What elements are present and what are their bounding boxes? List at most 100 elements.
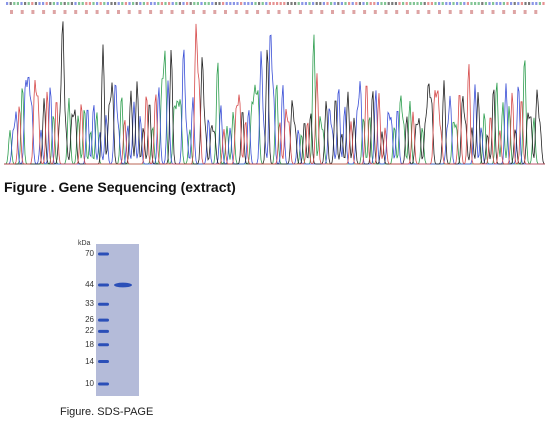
base-call-mark — [344, 2, 347, 5]
mw-label: 22 — [85, 326, 94, 336]
base-call-mark — [139, 2, 142, 5]
amino-acid-mark — [74, 10, 78, 14]
gel-bands — [98, 252, 132, 386]
marker-band — [98, 343, 109, 347]
base-call-mark — [524, 2, 527, 5]
sequencing-chromatogram — [4, 2, 545, 165]
base-call-mark — [351, 2, 354, 5]
amino-acid-mark — [52, 10, 56, 14]
amino-acid-mark — [448, 10, 452, 14]
base-call-mark — [110, 2, 113, 5]
base-call-mark — [528, 2, 531, 5]
base-call-mark — [171, 2, 174, 5]
amino-acid-mark — [170, 10, 174, 14]
base-call-mark — [99, 2, 102, 5]
base-call-mark — [348, 2, 351, 5]
marker-band — [98, 252, 109, 256]
base-call-mark — [16, 2, 19, 5]
base-call-mark — [189, 2, 192, 5]
amino-acid-mark — [245, 10, 249, 14]
base-call-mark — [502, 2, 505, 5]
base-call-mark — [265, 2, 268, 5]
base-call-mark — [456, 2, 459, 5]
base-call-mark — [488, 2, 491, 5]
base-call-mark — [409, 2, 412, 5]
base-call-mark — [294, 2, 297, 5]
base-call-mark — [96, 2, 99, 5]
base-call-mark — [135, 2, 138, 5]
amino-acid-mark — [10, 10, 13, 14]
base-call-mark — [229, 2, 232, 5]
base-call-mark — [182, 2, 185, 5]
base-call-mark — [398, 2, 401, 5]
base-call-mark — [92, 2, 95, 5]
trace-lines — [4, 21, 545, 165]
amino-acid-mark — [106, 10, 110, 14]
amino-acid-mark — [20, 10, 24, 14]
amino-acid-mark — [277, 10, 281, 14]
amino-acid-mark — [341, 10, 345, 14]
base-call-mark — [27, 2, 30, 5]
base-call-mark — [193, 2, 196, 5]
sample-band — [114, 282, 132, 288]
base-call-mark — [81, 2, 84, 5]
mw-label: 18 — [85, 339, 94, 349]
amino-acid-mark — [159, 10, 163, 14]
base-call-mark — [20, 2, 23, 5]
amino-acid-mark — [202, 10, 206, 14]
base-call-mark — [78, 2, 81, 5]
base-call-mark — [168, 2, 171, 5]
base-call-mark — [459, 2, 462, 5]
amino-acid-mark — [191, 10, 195, 14]
base-call-mark — [445, 2, 448, 5]
amino-acid-mark — [149, 10, 153, 14]
base-call-mark — [402, 2, 405, 5]
base-call-mark — [49, 2, 52, 5]
base-call-mark — [531, 2, 534, 5]
base-call-mark — [42, 2, 45, 5]
base-call-mark — [330, 2, 333, 5]
mw-label: 10 — [85, 379, 94, 388]
base-call-mark — [232, 2, 235, 5]
amino-acid-mark — [502, 10, 506, 14]
marker-band — [98, 283, 109, 287]
base-call-mark — [175, 2, 178, 5]
amino-acid-mark — [470, 10, 474, 14]
amino-acid-mark — [63, 10, 67, 14]
base-call-mark — [142, 2, 145, 5]
base-call-mark — [6, 2, 9, 5]
base-call-mark — [474, 2, 477, 5]
base-call-mark — [218, 2, 221, 5]
base-call-mark — [106, 2, 109, 5]
base-call-mark — [196, 2, 199, 5]
amino-acid-mark — [523, 10, 527, 14]
mw-label: 70 — [85, 249, 94, 258]
base-call-mark — [506, 2, 509, 5]
base-call-mark — [254, 2, 257, 5]
base-call-mark — [186, 2, 189, 5]
marker-band — [98, 329, 109, 333]
amino-acid-mark — [373, 10, 377, 14]
base-call-mark — [376, 2, 379, 5]
base-call-mark — [204, 2, 207, 5]
base-call-mark — [74, 2, 77, 5]
base-call-mark — [63, 2, 66, 5]
base-call-mark — [326, 2, 329, 5]
amino-acid-mark — [309, 10, 313, 14]
base-call-mark — [387, 2, 390, 5]
base-call-mark — [24, 2, 27, 5]
base-call-mark — [380, 2, 383, 5]
mw-label: 44 — [85, 280, 94, 290]
base-call-mark — [366, 2, 369, 5]
amino-acid-mark — [416, 10, 420, 14]
base-call-mark — [272, 2, 275, 5]
amino-acid-mark — [288, 10, 292, 14]
base-call-mark — [279, 2, 282, 5]
amino-acid-mark — [127, 10, 131, 14]
base-call-letters — [6, 2, 545, 14]
amino-acid-mark — [234, 10, 238, 14]
amino-acid-mark — [42, 10, 46, 14]
base-call-mark — [412, 2, 415, 5]
base-call-mark — [499, 2, 502, 5]
base-call-mark — [222, 2, 225, 5]
